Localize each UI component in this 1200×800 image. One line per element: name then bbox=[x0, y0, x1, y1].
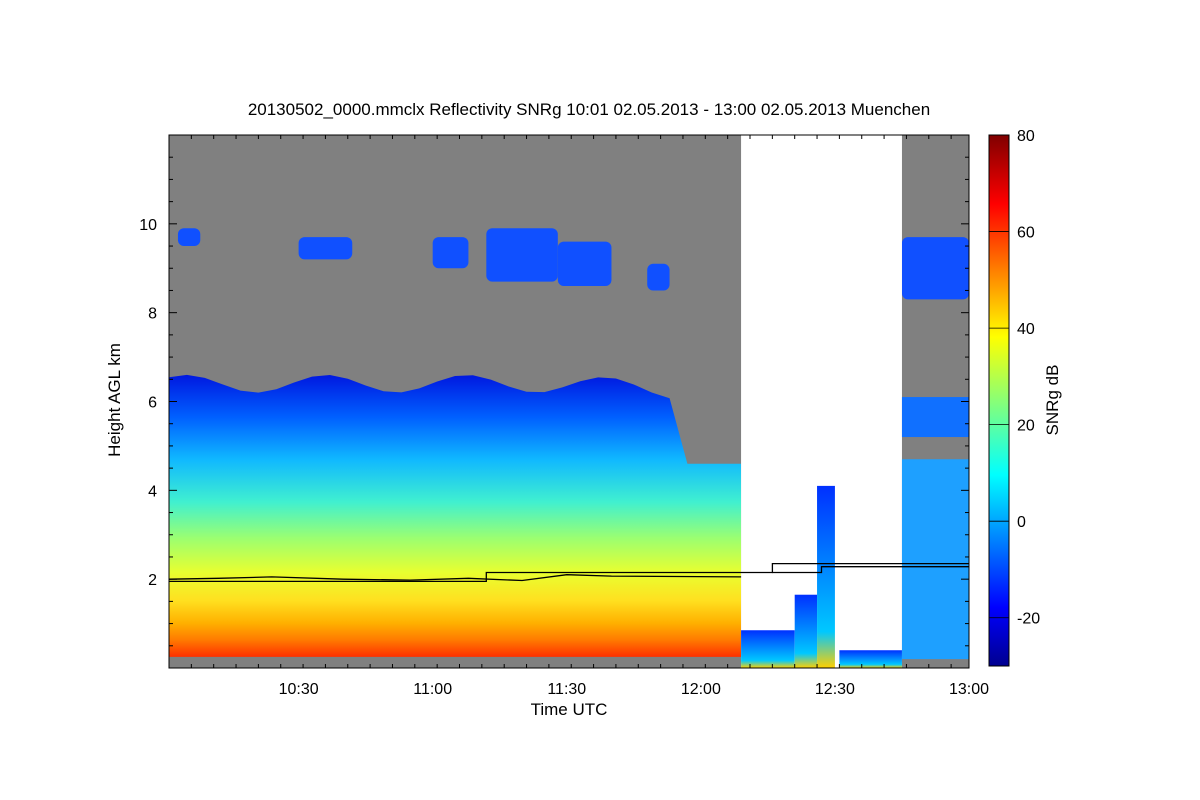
intermittent-echo-block bbox=[839, 650, 902, 668]
cloud-base-line bbox=[168, 574, 742, 582]
x-tick-label: 10:30 bbox=[279, 681, 319, 698]
y-tick-label: 6 bbox=[148, 395, 157, 412]
colorbar-tick-label: 80 bbox=[1017, 128, 1035, 145]
x-tick-label: 11:30 bbox=[547, 681, 586, 698]
chart-title: 20130502_0000.mmclx Reflectivity SNRg 10… bbox=[248, 100, 930, 119]
y-tick-label: 4 bbox=[148, 483, 157, 500]
colorbar-tick-label: -20 bbox=[1017, 611, 1040, 628]
cirrus-patch bbox=[647, 263, 670, 291]
cirrus-patch bbox=[298, 237, 353, 260]
late-echo-layer bbox=[901, 397, 969, 438]
intermittent-echo-block bbox=[741, 630, 795, 668]
axes: 10:30 11:00 11:30 12:00 12:30 13:00 2 4 6 8 10 bbox=[139, 134, 989, 698]
colorbar-label: SNRg dB bbox=[1043, 365, 1062, 436]
x-tick-label: 11:00 bbox=[413, 681, 452, 698]
colorbar-tick-label: 60 bbox=[1017, 225, 1035, 242]
y-tick-label: 8 bbox=[148, 306, 157, 323]
late-echo-column bbox=[901, 459, 969, 660]
overlay-lines bbox=[168, 562, 969, 583]
x-tick-label: 13:00 bbox=[949, 681, 989, 698]
y-axis-label: Height AGL km bbox=[105, 343, 124, 457]
colorbar: -20 0 20 40 60 80 bbox=[988, 128, 1040, 667]
intermittent-echo-block bbox=[794, 594, 818, 668]
cirrus-patch bbox=[901, 237, 969, 300]
heatmap-plot-area bbox=[169, 135, 969, 668]
colorbar-tick-label: 40 bbox=[1017, 321, 1035, 338]
cirrus-patch bbox=[486, 228, 558, 282]
colorbar-tick-label: 0 bbox=[1017, 514, 1026, 531]
y-tick-label: 10 bbox=[139, 217, 157, 234]
colorbar-tick-label: 20 bbox=[1017, 418, 1035, 435]
cirrus-patch bbox=[432, 237, 469, 269]
step-line bbox=[169, 562, 969, 583]
y-tick-label: 2 bbox=[148, 572, 157, 589]
cirrus-patch bbox=[557, 241, 612, 287]
intermittent-echo-block bbox=[817, 485, 835, 668]
x-tick-label: 12:00 bbox=[681, 681, 721, 698]
colorbar-gradient bbox=[988, 134, 1010, 667]
cirrus-patch bbox=[177, 228, 201, 247]
x-axis-label: Time UTC bbox=[531, 700, 608, 719]
x-tick-label: 12:30 bbox=[815, 681, 855, 698]
echo-body bbox=[169, 374, 742, 657]
step-line-secondary bbox=[772, 566, 969, 574]
